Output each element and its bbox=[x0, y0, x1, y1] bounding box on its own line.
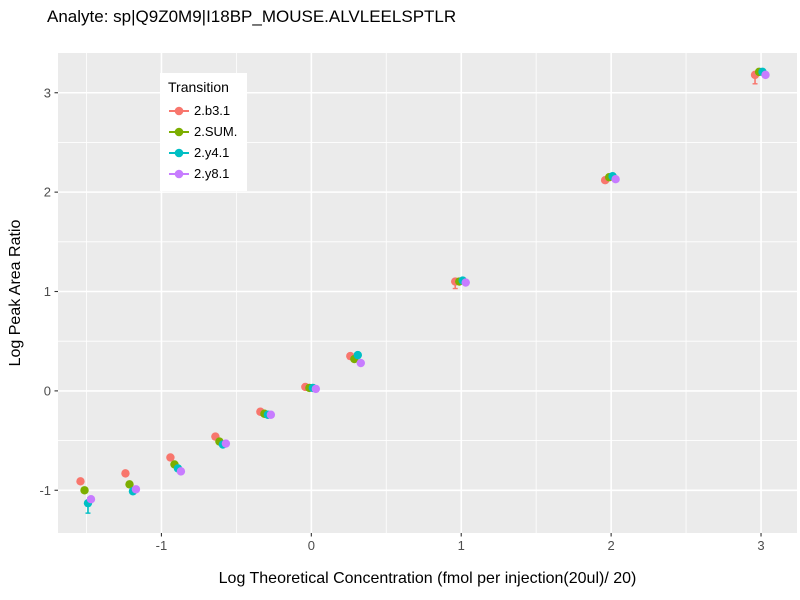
legend-title: Transition bbox=[168, 79, 229, 95]
x-axis-title: Log Theoretical Concentration (fmol per … bbox=[218, 570, 637, 587]
data-point bbox=[80, 486, 89, 495]
data-point bbox=[125, 480, 134, 489]
legend-item: 2.y8.1 bbox=[168, 163, 237, 184]
x-tick-label: 2 bbox=[608, 538, 615, 553]
x-tick-label: 3 bbox=[757, 538, 764, 553]
y-axis-title: Log Peak Area Ratio bbox=[7, 219, 24, 367]
data-point bbox=[86, 495, 96, 504]
y-tick-label: 2 bbox=[44, 185, 51, 200]
legend-item-label: 2.b3.1 bbox=[194, 103, 231, 118]
pointrange-key-icon bbox=[169, 106, 189, 115]
legend-item: 2.y4.1 bbox=[168, 142, 237, 163]
data-point bbox=[311, 384, 321, 394]
data-point bbox=[611, 175, 620, 184]
chart-title: Analyte: sp|Q9Z0M9|I18BP_MOUSE.ALVLEELSP… bbox=[47, 7, 457, 26]
legend-item: 2.b3.1 bbox=[168, 100, 237, 121]
data-point bbox=[353, 350, 362, 360]
legend-item: 2.SUM. bbox=[168, 121, 237, 142]
data-point bbox=[761, 70, 770, 80]
pointrange-key-icon bbox=[169, 169, 189, 178]
x-tick-label: 0 bbox=[308, 538, 315, 553]
y-tick-label: 1 bbox=[44, 284, 51, 299]
data-point bbox=[221, 439, 231, 448]
data-point bbox=[461, 278, 470, 287]
y-tick-label: -1 bbox=[39, 483, 51, 498]
legend-item-label: 2.y4.1 bbox=[194, 145, 230, 160]
y-tick-label: 0 bbox=[44, 383, 51, 398]
legend-item-label: 2.y8.1 bbox=[194, 166, 230, 181]
data-point bbox=[356, 358, 365, 368]
data-point bbox=[166, 453, 175, 462]
legend-item-label: 2.SUM. bbox=[194, 124, 238, 139]
pointrange-key-icon bbox=[169, 148, 189, 157]
data-point bbox=[131, 485, 141, 494]
data-point bbox=[176, 467, 186, 476]
pointrange-key-icon bbox=[169, 127, 189, 136]
legend: Transition 2.b3.1 2.SUM. 2.y4.1 2.y8.1 bbox=[160, 73, 248, 191]
y-tick-label: 3 bbox=[44, 85, 51, 100]
x-tick-label: -1 bbox=[156, 538, 168, 553]
x-tick-label: 1 bbox=[458, 538, 465, 553]
data-point bbox=[76, 477, 85, 486]
data-point bbox=[121, 469, 130, 478]
data-point bbox=[266, 410, 276, 419]
